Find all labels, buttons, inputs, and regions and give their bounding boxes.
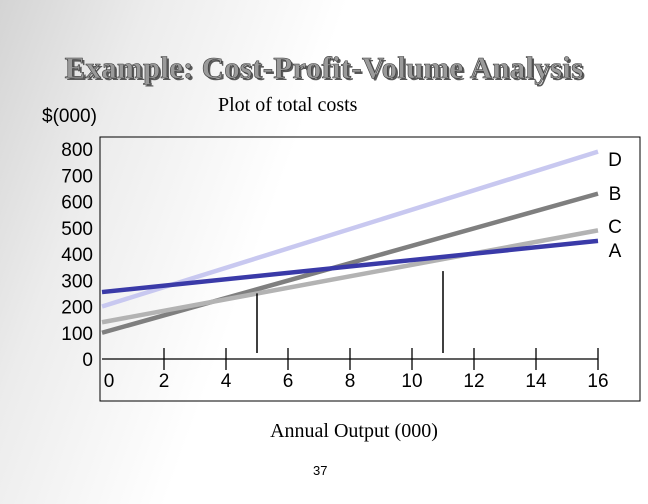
series-line-d (101, 149, 599, 309)
page-number: 37 (313, 463, 328, 478)
series-line-c (101, 228, 599, 325)
x-tick-label-8: 8 (345, 371, 356, 392)
x-tick-label-12: 12 (463, 371, 484, 392)
y-tick-label-0: 0 (82, 350, 93, 371)
x-tick-label-2: 2 (159, 371, 170, 392)
y-tick-label-100: 100 (61, 324, 93, 345)
slide-title-text: Example: Cost-Profit-Volume Analysis (64, 50, 584, 86)
y-tick-label-600: 600 (61, 193, 93, 214)
y-tick-label-500: 500 (61, 219, 93, 240)
x-tick-label-16: 16 (587, 371, 608, 392)
y-axis-label: $(000) (42, 106, 97, 127)
series-label-d: D (608, 150, 622, 171)
y-tick-label-400: 400 (61, 245, 93, 266)
chart-title: Plot of total costs (218, 94, 358, 116)
series-line-b (101, 191, 599, 335)
plot-frame (99, 136, 641, 402)
x-tick-label-0: 0 (104, 371, 115, 392)
series-label-c: C (608, 217, 622, 238)
x-tick-label-10: 10 (401, 371, 422, 392)
x-tick-label-4: 4 (221, 371, 232, 392)
series-label-a: A (609, 241, 622, 262)
y-tick-label-300: 300 (61, 271, 93, 292)
x-axis-label: Annual Output (000) (270, 420, 438, 442)
x-tick-label-6: 6 (283, 371, 294, 392)
y-tick-label-700: 700 (61, 166, 93, 187)
slide-title-shadow: Example: Cost-Profit-Volume Analysis (66, 52, 586, 87)
x-tick-label-14: 14 (525, 371, 547, 392)
slide-title: Example: Cost-Profit-Volume Analysis Exa… (0, 50, 648, 87)
y-tick-label-800: 800 (61, 140, 93, 161)
y-tick-label-200: 200 (61, 298, 93, 319)
series-line-a (101, 238, 599, 295)
series-label-b: B (609, 184, 622, 205)
